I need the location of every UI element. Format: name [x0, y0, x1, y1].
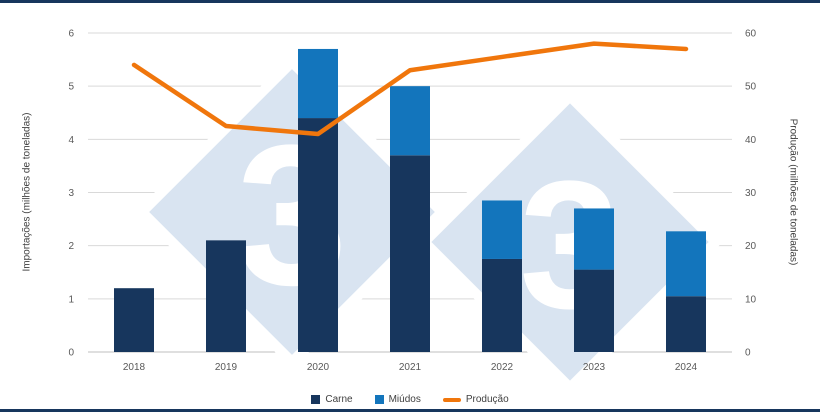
legend-label-miudos: Miúdos: [388, 394, 421, 405]
producao-line-icon: [442, 397, 461, 402]
svg-text:30: 30: [745, 188, 757, 199]
svg-text:2022: 2022: [491, 362, 514, 373]
legend: Carne Miúdos Produção: [0, 394, 820, 405]
bar-2024: [666, 231, 706, 297]
svg-text:2020: 2020: [307, 362, 330, 373]
bar-2019: [206, 240, 246, 352]
legend-item-miudos: Miúdos: [374, 394, 421, 405]
svg-text:60: 60: [745, 29, 757, 40]
carne-swatch-icon: [311, 395, 321, 404]
bar-2021: [390, 86, 430, 156]
bottom-border: [0, 409, 820, 412]
bar-2023: [574, 208, 614, 270]
svg-text:1: 1: [68, 294, 74, 305]
miudos-swatch-icon: [374, 395, 384, 404]
bar-2020: [298, 48, 338, 119]
svg-text:40: 40: [745, 135, 757, 146]
svg-text:2023: 2023: [583, 362, 606, 373]
left-axis-title: Importações (milhões de toneladas): [21, 112, 33, 272]
right-axis-title: Produção (milhões de toneladas): [787, 118, 799, 266]
svg-text:10: 10: [745, 294, 757, 305]
svg-text:2024: 2024: [675, 362, 698, 373]
legend-item-producao: Produção: [442, 394, 509, 405]
legend-label-producao: Produção: [465, 394, 509, 405]
bar-2022: [482, 258, 522, 352]
production-line: [131, 41, 689, 137]
svg-text:5: 5: [68, 82, 74, 93]
svg-text:3: 3: [68, 188, 74, 199]
bar-2023: [574, 269, 614, 352]
svg-text:6: 6: [68, 29, 74, 40]
legend-label-carne: Carne: [325, 394, 353, 405]
bar-2024: [666, 296, 706, 352]
svg-text:50: 50: [745, 82, 757, 93]
svg-text:2021: 2021: [399, 362, 422, 373]
bar-2022: [482, 200, 522, 259]
svg-text:2018: 2018: [123, 362, 146, 373]
bars: [114, 48, 706, 352]
svg-text:0: 0: [745, 348, 751, 359]
svg-text:2019: 2019: [215, 362, 238, 373]
svg-text:0: 0: [68, 348, 74, 359]
x-axis-labels: 2018 2019 2020 2021 2022 2023 2024: [123, 362, 698, 373]
svg-text:20: 20: [745, 241, 757, 252]
top-border: [0, 0, 820, 3]
bar-2020: [298, 118, 338, 352]
svg-text:4: 4: [68, 135, 74, 146]
legend-item-carne: Carne: [311, 394, 353, 405]
bar-2021: [390, 155, 430, 352]
bar-2018: [114, 288, 154, 352]
svg-text:2: 2: [68, 241, 74, 252]
